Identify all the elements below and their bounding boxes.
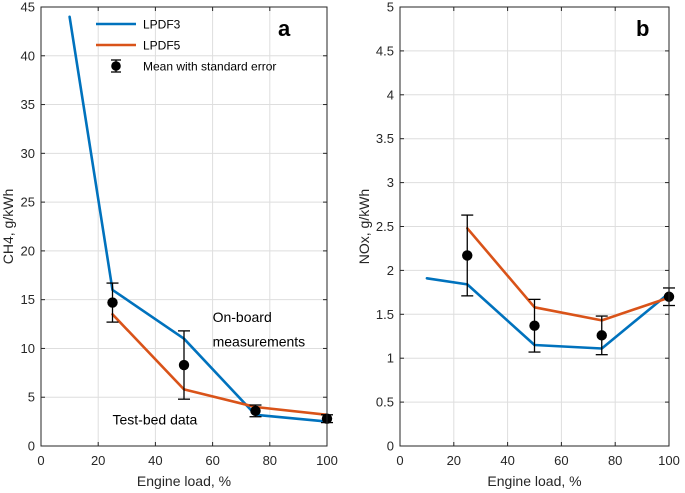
x-tick-label: 40 [148, 453, 162, 468]
mean-point [529, 320, 540, 331]
mean-point [107, 297, 118, 308]
x-tick-label: 20 [91, 453, 105, 468]
series-line-lpdf5 [465, 227, 671, 322]
mean-point [596, 330, 607, 341]
annotation-text: Test-bed data [113, 412, 198, 428]
series-line-lpdf3 [425, 276, 671, 350]
chart-panel-b: 0 20 40 60 80 100 0 0.5 1 1.5 2 2.5 3 3.5 4 4.5 5 Engine … [356, 0, 680, 489]
y-tick-label: 3.5 [376, 131, 394, 146]
x-tick-label: 100 [658, 453, 680, 468]
x-tick-label: 80 [608, 453, 622, 468]
y-tick-label: 4 [387, 87, 394, 102]
mean-point [178, 359, 190, 371]
annotation-text: measurements [213, 333, 306, 349]
y-tick-label: 10 [21, 341, 35, 356]
y-tick-label: 15 [21, 292, 35, 307]
y-tick-label: 1.5 [376, 307, 394, 322]
y-tick-label: 5 [28, 390, 35, 405]
y-tick-label: 25 [21, 195, 35, 210]
x-tick-label: 60 [554, 453, 568, 468]
y-tick-label: 20 [21, 243, 35, 258]
y-tick-label: 2 [387, 263, 394, 278]
legend-label: LPDF5 [143, 39, 181, 53]
y-tick-label: 2.5 [376, 219, 394, 234]
y-tick-label: 45 [21, 0, 35, 15]
y-tick-label: 3 [387, 175, 394, 190]
plot-frame [399, 6, 670, 447]
y-tick-label: 0.5 [376, 395, 394, 410]
chart-panel-a: 0 20 40 60 80 100 0 5 10 15 20 25 30 35 40 45 Engine loa… [0, 0, 338, 489]
y-tick-label: 4.5 [376, 43, 394, 58]
mean-point [250, 405, 261, 417]
y-axis-title: CH4, g/kWh [0, 189, 16, 264]
series-line-lpdf5 [111, 312, 329, 417]
y-tick-label: 0 [387, 439, 394, 454]
mean-point [462, 250, 473, 261]
legend-marker [111, 61, 121, 71]
series-line-lpdf3 [68, 15, 329, 423]
y-tick-label: 5 [387, 0, 394, 15]
x-tick-label: 0 [396, 453, 403, 468]
x-tick-label: 20 [447, 453, 461, 468]
annotation-text: On-board [213, 309, 272, 325]
panel-letter: a [278, 16, 291, 41]
y-axis-title: NOx, g/kWh [356, 189, 372, 264]
x-tick-label: 80 [263, 453, 277, 468]
x-axis-title: Engine load, % [137, 473, 231, 489]
x-tick-label: 0 [37, 453, 44, 468]
legend-label: Mean with standard error [143, 60, 276, 74]
x-tick-label: 100 [316, 453, 338, 468]
x-axis-title: Engine load, % [487, 473, 581, 489]
y-tick-label: 35 [21, 97, 35, 112]
x-tick-label: 60 [205, 453, 219, 468]
plot-frame [40, 6, 328, 447]
y-tick-label: 0 [28, 439, 35, 454]
panel-letter: b [636, 16, 649, 41]
y-tick-label: 1 [387, 351, 394, 366]
legend-label: LPDF3 [143, 18, 181, 32]
y-tick-label: 30 [21, 146, 35, 161]
x-tick-label: 40 [500, 453, 514, 468]
y-tick-label: 40 [21, 48, 35, 63]
